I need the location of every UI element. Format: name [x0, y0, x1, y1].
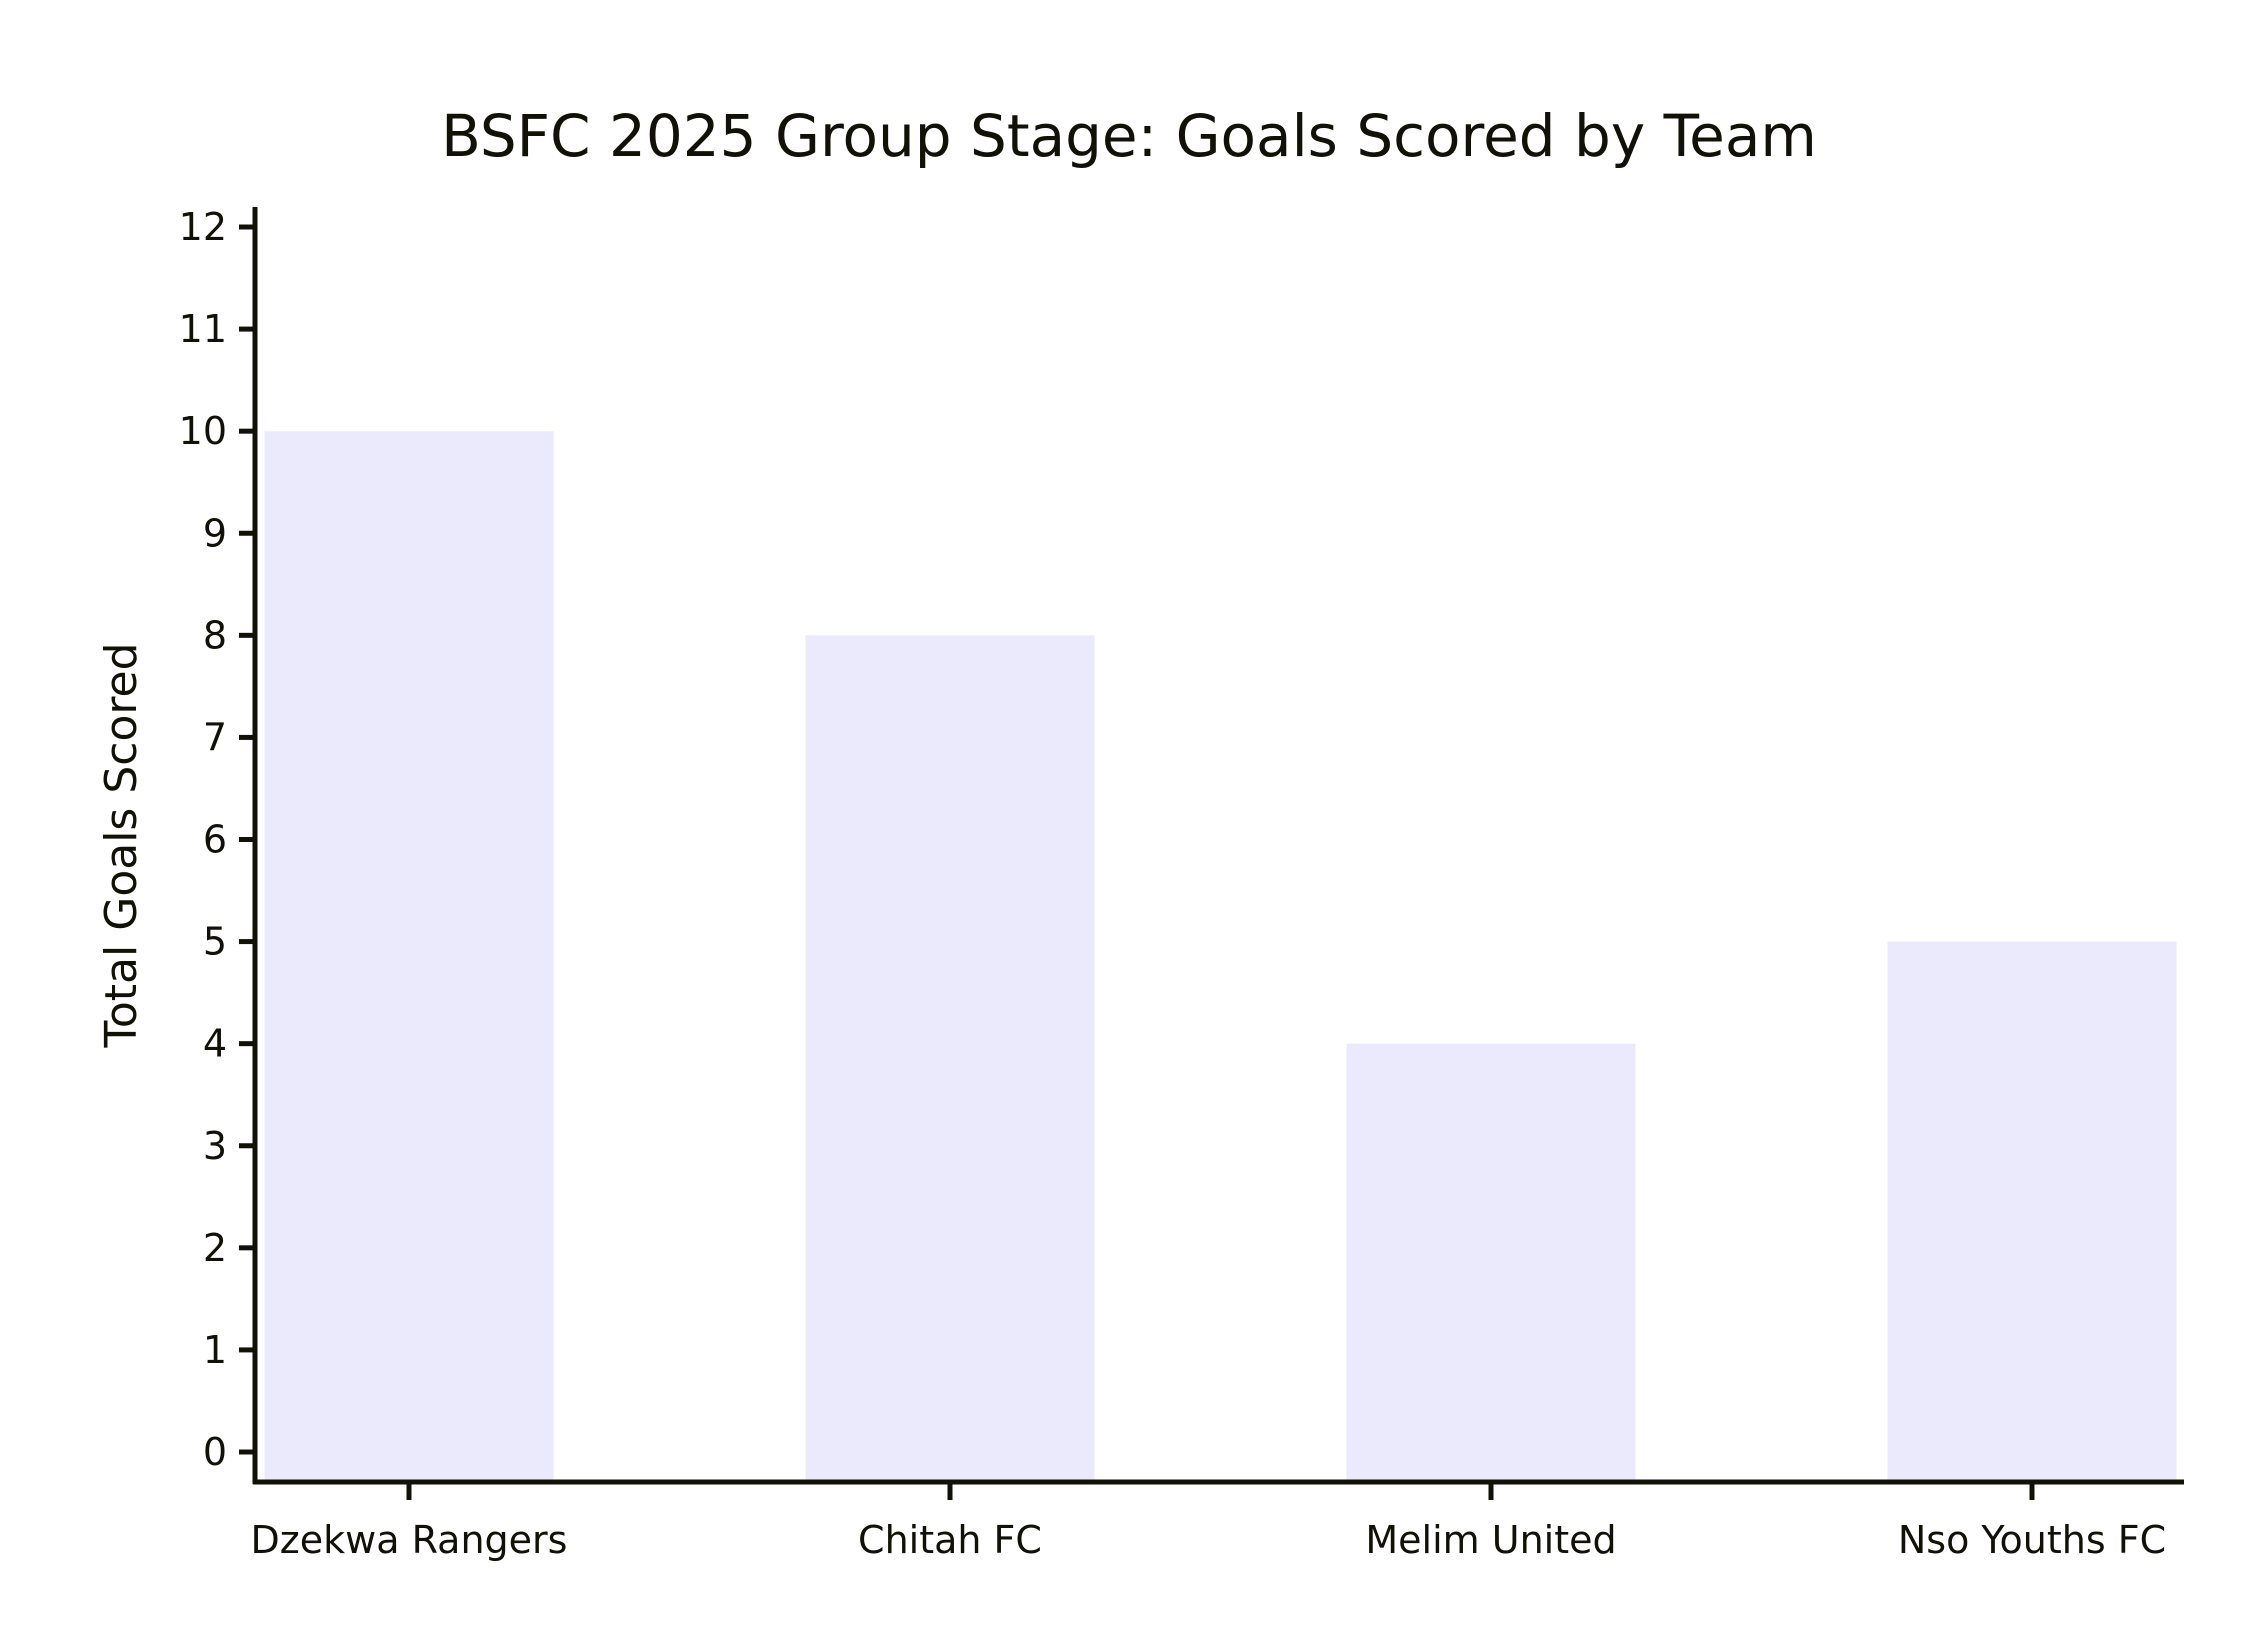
y-tick-label: 10 [179, 409, 227, 453]
y-axis-title: Total Goals Scored [96, 642, 147, 1048]
y-tick-label: 6 [203, 818, 227, 862]
axes-layer [252, 207, 2184, 1485]
x-ticks: Dzekwa Rangers Chitah FC Melim United Nso Y… [251, 1482, 2166, 1562]
y-tick-label: 9 [203, 511, 227, 555]
y-tick-label: 11 [179, 307, 227, 351]
y-tick-label: 12 [179, 205, 227, 249]
y-tick-label: 7 [203, 715, 227, 759]
x-tick-label: Chitah FC [858, 1518, 1042, 1562]
y-tick-label: 2 [203, 1226, 227, 1270]
y-tick-label: 5 [203, 920, 227, 964]
bar-dzekwa-rangers [264, 431, 554, 1483]
bar-melim-united [1346, 1043, 1636, 1482]
y-tick-label: 4 [203, 1022, 227, 1066]
y-tick-label: 0 [203, 1430, 227, 1474]
bar-chitah-fc [805, 635, 1095, 1482]
y-tick-label: 3 [203, 1124, 227, 1168]
x-tick-label: Nso Youths FC [1898, 1518, 2166, 1562]
x-tick-label: Melim United [1365, 1518, 1616, 1562]
y-tick-label: 8 [203, 613, 227, 657]
bar-nso-youths-fc [1887, 941, 2177, 1482]
y-tick-label: 1 [203, 1328, 227, 1372]
x-tick-label: Dzekwa Rangers [251, 1518, 568, 1562]
bars-layer [264, 431, 2177, 1483]
chart-title: BSFC 2025 Group Stage: Goals Scored by T… [441, 102, 1817, 170]
